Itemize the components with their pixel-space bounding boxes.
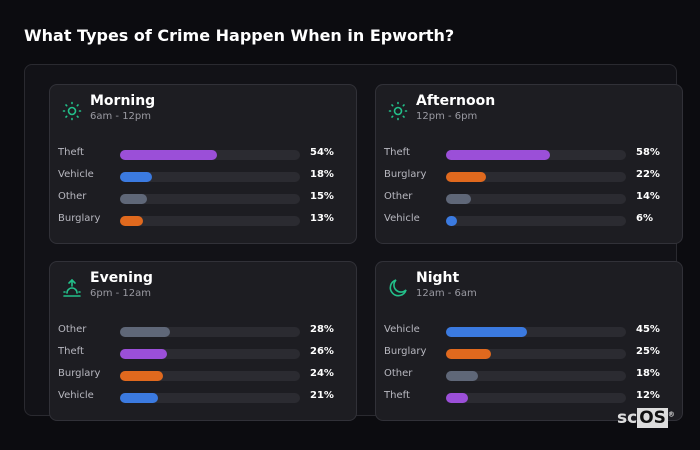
bar-value: 18%	[636, 368, 660, 379]
bar-fill	[120, 327, 171, 337]
bar-row: Theft 58%	[384, 147, 674, 161]
bar-row: Vehicle 45%	[384, 324, 674, 338]
card-title: Morning	[90, 93, 156, 109]
bar-track	[120, 172, 300, 182]
bar-value: 24%	[310, 368, 334, 379]
page-title: What Types of Crime Happen When in Epwor…	[24, 26, 455, 45]
sun-icon	[388, 101, 408, 121]
bar-label: Vehicle	[58, 390, 94, 401]
card-time-range: 6am - 12pm	[90, 111, 152, 122]
bar-value: 14%	[636, 191, 660, 202]
bar-fill	[120, 172, 153, 182]
bar-label: Burglary	[58, 368, 101, 379]
bar-label: Other	[384, 191, 413, 202]
card-morning: Morning 6am - 12pm Theft 54% Vehicle 18%…	[49, 84, 357, 244]
bar-row: Vehicle 6%	[384, 213, 674, 227]
bar-label: Burglary	[384, 169, 427, 180]
bar-fill	[446, 150, 551, 160]
bar-track	[446, 216, 626, 226]
bar-row: Theft 12%	[384, 390, 674, 404]
bar-track	[120, 194, 300, 204]
bar-value: 21%	[310, 390, 334, 401]
bar-row: Other 14%	[384, 191, 674, 205]
bar-value: 26%	[310, 346, 334, 357]
bar-track	[120, 327, 300, 337]
bar-track	[446, 172, 626, 182]
card-title: Afternoon	[416, 93, 496, 109]
bar-track	[120, 349, 300, 359]
bar-label: Vehicle	[384, 324, 420, 335]
card-night: Night 12am - 6am Vehicle 45% Burglary 25…	[375, 261, 683, 421]
bar-fill	[120, 349, 167, 359]
bar-value: 28%	[310, 324, 334, 335]
bar-track	[446, 150, 626, 160]
bar-value: 58%	[636, 147, 660, 158]
bar-track	[120, 371, 300, 381]
bar-fill	[446, 327, 527, 337]
bar-label: Other	[384, 368, 413, 379]
bar-value: 18%	[310, 169, 334, 180]
card-title: Night	[416, 270, 460, 286]
bar-track	[446, 371, 626, 381]
sunset-icon	[62, 278, 82, 298]
bar-row: Burglary 24%	[58, 368, 348, 382]
bar-value: 25%	[636, 346, 660, 357]
bar-track	[120, 393, 300, 403]
bar-track	[446, 393, 626, 403]
bar-fill	[446, 172, 486, 182]
bar-label: Vehicle	[58, 169, 94, 180]
bar-fill	[446, 216, 457, 226]
card-time-range: 12am - 6am	[416, 288, 477, 299]
sun-icon	[62, 101, 82, 121]
card-evening: Evening 6pm - 12am Other 28% Theft 26% B…	[49, 261, 357, 421]
bar-value: 6%	[636, 213, 653, 224]
bar-fill	[120, 393, 158, 403]
bar-track	[446, 349, 626, 359]
bar-value: 12%	[636, 390, 660, 401]
bar-row: Theft 26%	[58, 346, 348, 360]
bar-value: 22%	[636, 169, 660, 180]
card-afternoon: Afternoon 12pm - 6pm Theft 58% Burglary …	[375, 84, 683, 244]
bar-row: Other 18%	[384, 368, 674, 382]
bar-row: Burglary 22%	[384, 169, 674, 183]
bar-fill	[120, 194, 147, 204]
card-time-range: 12pm - 6pm	[416, 111, 478, 122]
bar-label: Other	[58, 191, 87, 202]
bar-value: 15%	[310, 191, 334, 202]
bar-row: Vehicle 18%	[58, 169, 348, 183]
moon-icon	[388, 278, 408, 298]
bar-row: Vehicle 21%	[58, 390, 348, 404]
bar-fill	[446, 194, 472, 204]
bar-label: Burglary	[58, 213, 101, 224]
scos-logo: sc OS ®	[617, 408, 675, 428]
bar-track	[446, 327, 626, 337]
bar-label: Theft	[384, 147, 410, 158]
bar-fill	[120, 150, 218, 160]
bar-row: Other 15%	[58, 191, 348, 205]
bar-row: Other 28%	[58, 324, 348, 338]
bar-label: Burglary	[384, 346, 427, 357]
bar-track	[120, 150, 300, 160]
card-title: Evening	[90, 270, 153, 286]
bar-track	[120, 216, 300, 226]
bar-label: Vehicle	[384, 213, 420, 224]
bar-label: Theft	[58, 147, 84, 158]
bar-label: Theft	[384, 390, 410, 401]
card-time-range: 6pm - 12am	[90, 288, 152, 299]
bar-value: 54%	[310, 147, 334, 158]
bar-label: Other	[58, 324, 87, 335]
bar-fill	[120, 371, 164, 381]
bar-value: 45%	[636, 324, 660, 335]
bar-value: 13%	[310, 213, 334, 224]
bar-label: Theft	[58, 346, 84, 357]
bar-fill	[446, 393, 468, 403]
bar-row: Burglary 25%	[384, 346, 674, 360]
bar-row: Burglary 13%	[58, 213, 348, 227]
bar-track	[446, 194, 626, 204]
bar-fill	[446, 349, 491, 359]
bar-fill	[120, 216, 144, 226]
bar-row: Theft 54%	[58, 147, 348, 161]
bar-fill	[446, 371, 479, 381]
